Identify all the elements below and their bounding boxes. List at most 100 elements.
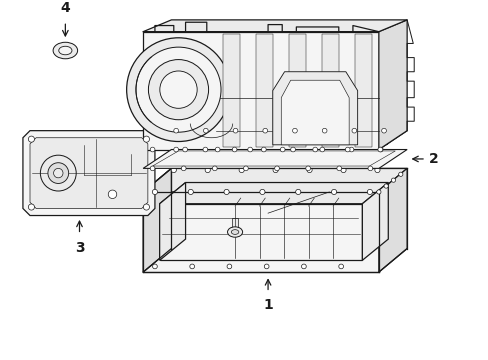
Circle shape (259, 189, 264, 194)
Circle shape (377, 147, 382, 152)
Circle shape (215, 147, 220, 152)
Polygon shape (322, 34, 338, 147)
Circle shape (183, 147, 187, 152)
Circle shape (160, 71, 197, 108)
Circle shape (173, 147, 178, 152)
Circle shape (28, 136, 35, 142)
Polygon shape (143, 149, 407, 168)
Circle shape (351, 128, 356, 133)
Circle shape (212, 166, 217, 171)
Circle shape (272, 167, 278, 173)
Circle shape (152, 264, 157, 269)
Circle shape (366, 189, 372, 194)
Circle shape (263, 128, 267, 133)
Circle shape (290, 147, 295, 152)
Circle shape (126, 38, 230, 141)
Ellipse shape (53, 42, 78, 59)
Circle shape (233, 128, 238, 133)
Polygon shape (159, 204, 362, 260)
Circle shape (243, 166, 248, 171)
Circle shape (152, 189, 157, 194)
Circle shape (171, 167, 176, 173)
Circle shape (54, 168, 63, 178)
Polygon shape (143, 168, 171, 272)
Polygon shape (143, 168, 407, 192)
Circle shape (239, 167, 244, 173)
Polygon shape (143, 32, 378, 149)
Circle shape (331, 189, 336, 194)
Circle shape (143, 204, 149, 210)
Ellipse shape (59, 46, 72, 55)
Text: 1: 1 (263, 298, 272, 312)
Text: 3: 3 (75, 240, 84, 255)
Circle shape (319, 147, 324, 152)
Circle shape (301, 264, 305, 269)
Polygon shape (355, 34, 371, 147)
Circle shape (224, 189, 229, 194)
Circle shape (378, 147, 382, 152)
Circle shape (108, 190, 117, 199)
Circle shape (28, 204, 35, 210)
Circle shape (345, 147, 349, 152)
Circle shape (189, 264, 194, 269)
Circle shape (305, 166, 310, 171)
Circle shape (203, 147, 207, 152)
Circle shape (322, 128, 326, 133)
Circle shape (48, 163, 68, 184)
Circle shape (264, 264, 268, 269)
Circle shape (148, 59, 208, 120)
Ellipse shape (231, 230, 238, 234)
Polygon shape (289, 34, 305, 147)
Polygon shape (159, 183, 185, 260)
Circle shape (232, 147, 237, 152)
Circle shape (390, 135, 395, 139)
Polygon shape (23, 131, 155, 216)
Circle shape (41, 155, 76, 191)
Circle shape (203, 128, 208, 133)
Circle shape (150, 166, 155, 171)
Polygon shape (378, 168, 407, 272)
Circle shape (247, 147, 252, 152)
Circle shape (205, 167, 210, 173)
Polygon shape (159, 183, 387, 204)
Polygon shape (362, 183, 387, 260)
Circle shape (367, 166, 372, 171)
Circle shape (226, 264, 231, 269)
Circle shape (181, 166, 185, 171)
Polygon shape (143, 131, 407, 149)
Polygon shape (281, 80, 348, 145)
Circle shape (374, 167, 379, 173)
Circle shape (398, 172, 402, 176)
Circle shape (312, 147, 317, 152)
Circle shape (398, 129, 402, 133)
Circle shape (136, 47, 221, 132)
Circle shape (295, 189, 300, 194)
Circle shape (383, 140, 387, 145)
Polygon shape (256, 34, 272, 147)
Circle shape (150, 147, 155, 152)
Circle shape (188, 189, 193, 194)
Circle shape (376, 147, 380, 151)
Polygon shape (378, 20, 407, 149)
Circle shape (348, 147, 353, 152)
Polygon shape (143, 192, 378, 272)
Circle shape (261, 147, 265, 152)
Polygon shape (272, 72, 357, 145)
Circle shape (173, 128, 178, 133)
Circle shape (274, 166, 279, 171)
Circle shape (381, 128, 386, 133)
Circle shape (292, 128, 297, 133)
Circle shape (280, 147, 285, 152)
Circle shape (383, 184, 387, 188)
Circle shape (336, 166, 341, 171)
Circle shape (340, 167, 346, 173)
Circle shape (306, 167, 311, 173)
Circle shape (376, 190, 380, 194)
Polygon shape (232, 218, 238, 232)
Circle shape (143, 136, 149, 142)
Text: 4: 4 (61, 1, 70, 15)
Polygon shape (143, 20, 407, 32)
Text: 2: 2 (428, 152, 438, 166)
Ellipse shape (227, 227, 242, 237)
Circle shape (390, 178, 395, 182)
